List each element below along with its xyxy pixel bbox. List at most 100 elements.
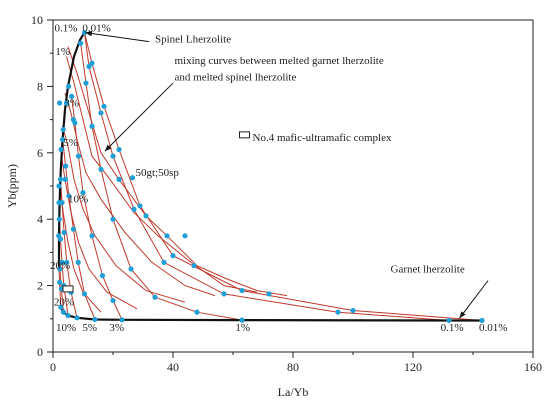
x-tick-label: 120: [404, 360, 422, 374]
annotation-label: 0.01%: [479, 322, 507, 334]
data-point: [57, 176, 64, 182]
y-tick-label: 10: [31, 13, 43, 27]
data-point: [64, 259, 70, 265]
annotation-label: 3%: [64, 97, 79, 109]
spinel-arrow: [85, 32, 150, 43]
annotation-label: No.4 mafic-ultramafic complex: [253, 132, 392, 144]
data-point: [86, 63, 92, 70]
data-point: [60, 126, 66, 133]
data-point: [143, 213, 149, 219]
annotation-label: 20%: [50, 260, 70, 272]
x-tick-label: 40: [167, 360, 179, 374]
data-point: [335, 309, 341, 315]
data-point: [239, 287, 245, 294]
data-point: [92, 316, 98, 323]
annotation-label: Spinel Lherzolite: [155, 34, 231, 46]
data-point: [161, 259, 167, 265]
data-point: [110, 153, 116, 159]
data-point: [56, 200, 62, 206]
x-tick-label: 0: [50, 360, 56, 374]
data-point: [99, 273, 106, 279]
data-point: [479, 317, 485, 324]
data-points: [56, 30, 485, 324]
annotation-label: 1%: [235, 322, 250, 334]
data-point: [81, 30, 88, 36]
data-point: [57, 266, 63, 272]
data-point: [98, 110, 104, 116]
y-axis-label: Yb(ppm): [5, 164, 19, 208]
annotation-label: 5%: [63, 137, 78, 149]
data-point: [194, 309, 200, 315]
data-point: [170, 253, 176, 259]
y-tick-label: 0: [37, 345, 43, 359]
annotation-label: 10%: [68, 194, 88, 206]
data-point: [89, 60, 95, 66]
annotation-label: 1%: [55, 46, 70, 58]
annotation-label: 3%: [109, 322, 124, 334]
data-point: [80, 190, 86, 196]
data-point: [110, 297, 116, 304]
mixing-arrow-head: [104, 144, 112, 152]
data-point: [74, 315, 80, 321]
data-point: [137, 203, 143, 209]
annotation-label: mixing curves between melted garnet lher…: [175, 55, 384, 67]
data-point: [60, 136, 66, 143]
annotation-label: 10%: [56, 322, 76, 334]
annotation-label: 5%: [82, 322, 97, 334]
data-point: [152, 294, 158, 300]
data-point: [266, 291, 272, 297]
mixing-curve: [62, 126, 186, 303]
data-point: [350, 307, 356, 314]
garnet-arrow: [459, 280, 489, 319]
data-point: [59, 259, 65, 265]
data-point: [191, 263, 197, 269]
data-point: [131, 206, 137, 212]
data-point: [66, 83, 72, 89]
data-point: [58, 146, 64, 153]
annotation-label: 0.1%: [441, 322, 464, 334]
data-point: [89, 233, 95, 239]
y-tick-label: 8: [37, 79, 43, 93]
y-tick-label: 6: [37, 146, 43, 160]
data-point: [72, 120, 78, 126]
data-point: [57, 100, 63, 106]
legend: [62, 131, 250, 293]
mixing-curve: [71, 96, 123, 321]
data-point: [128, 266, 134, 272]
data-point: [98, 166, 104, 172]
y-tick-label: 4: [37, 212, 43, 226]
annotations: 0.1% 0.01%1%3%5%10%20%20%10% 5% 3% 1% 0.1% 0.0…: [50, 23, 507, 334]
annotation-label: Garnet lherzolite: [391, 263, 465, 275]
data-point: [239, 317, 245, 323]
data-point: [61, 229, 67, 236]
data-point: [63, 163, 69, 169]
data-point: [57, 279, 63, 285]
data-point: [83, 80, 89, 86]
annotation-label: 50gt;50sp: [136, 167, 180, 179]
data-point: [164, 233, 170, 239]
data-point: [78, 40, 84, 46]
data-point: [56, 183, 62, 189]
legend-key-box: [239, 131, 250, 139]
data-point: [70, 226, 76, 232]
mixing-arrow: [104, 82, 174, 152]
annotation-label: and melted spinel lherzolite: [175, 71, 297, 83]
x-tick-label: 160: [524, 360, 542, 374]
legend-marker: [62, 285, 74, 293]
annotation-label: 20%: [54, 297, 74, 309]
data-point: [75, 153, 82, 159]
annotation-label: 0.1%: [55, 23, 78, 35]
data-point: [81, 291, 88, 297]
data-point: [101, 103, 107, 109]
data-point: [62, 176, 68, 182]
mixing-curve: [66, 56, 258, 293]
data-point: [60, 309, 67, 315]
data-point: [75, 259, 81, 265]
data-point: [119, 317, 125, 323]
data-point: [69, 93, 75, 99]
spinel-arrow-head: [85, 30, 93, 37]
data-point: [110, 216, 116, 222]
data-point: [56, 216, 62, 222]
data-point: [63, 100, 70, 106]
